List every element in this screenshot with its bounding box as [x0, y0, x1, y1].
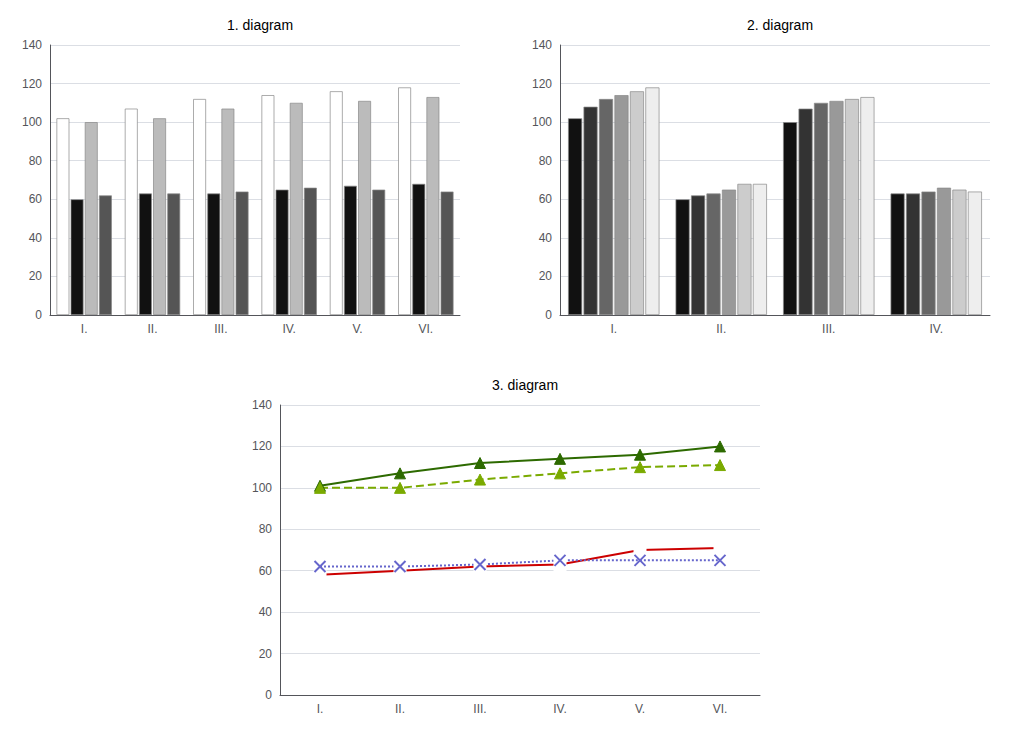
svg-text:V.: V.: [635, 702, 645, 716]
svg-text:40: 40: [539, 231, 553, 245]
svg-text:20: 20: [539, 269, 553, 283]
svg-text:3. diagram: 3. diagram: [492, 377, 558, 393]
svg-text:80: 80: [29, 154, 43, 168]
svg-text:I.: I.: [610, 322, 617, 336]
svg-text:0: 0: [35, 308, 42, 322]
svg-text:V.: V.: [352, 322, 362, 336]
svg-text:IV.: IV.: [553, 702, 567, 716]
svg-text:40: 40: [259, 605, 273, 619]
svg-text:120: 120: [252, 439, 272, 453]
svg-text:IV.: IV.: [282, 322, 296, 336]
svg-text:140: 140: [252, 398, 272, 412]
svg-text:II.: II.: [147, 322, 157, 336]
svg-text:120: 120: [532, 77, 552, 91]
svg-text:60: 60: [259, 564, 273, 578]
svg-text:60: 60: [29, 192, 43, 206]
svg-text:80: 80: [259, 522, 273, 536]
svg-text:III.: III.: [473, 702, 486, 716]
svg-text:VI.: VI.: [418, 322, 433, 336]
svg-text:0: 0: [265, 688, 272, 702]
svg-text:III.: III.: [214, 322, 227, 336]
svg-text:100: 100: [252, 481, 272, 495]
svg-text:I.: I.: [81, 322, 88, 336]
svg-text:140: 140: [22, 38, 42, 52]
svg-text:20: 20: [29, 269, 43, 283]
svg-text:100: 100: [22, 115, 42, 129]
svg-text:80: 80: [539, 154, 553, 168]
svg-text:100: 100: [532, 115, 552, 129]
svg-text:0: 0: [545, 308, 552, 322]
svg-text:IV.: IV.: [929, 322, 943, 336]
svg-text:VI.: VI.: [713, 702, 728, 716]
svg-text:I.: I.: [317, 702, 324, 716]
svg-text:2. diagram: 2. diagram: [747, 17, 813, 33]
svg-text:II.: II.: [395, 702, 405, 716]
svg-text:II.: II.: [716, 322, 726, 336]
svg-text:60: 60: [539, 192, 553, 206]
svg-text:20: 20: [259, 647, 273, 661]
svg-text:40: 40: [29, 231, 43, 245]
svg-text:140: 140: [532, 38, 552, 52]
svg-text:1. diagram: 1. diagram: [227, 17, 293, 33]
svg-text:III.: III.: [822, 322, 835, 336]
svg-text:120: 120: [22, 77, 42, 91]
